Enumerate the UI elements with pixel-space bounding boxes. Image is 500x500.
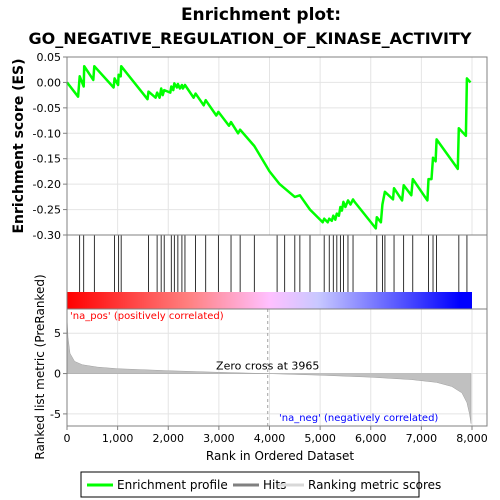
positive-correlation-label: 'na_pos' (positively correlated)	[70, 311, 224, 322]
ranking-metric-area	[66, 317, 472, 424]
es-y-axis-label: Enrichment score (ES)	[11, 58, 27, 233]
es-y-tick-label: 0.05	[37, 51, 62, 64]
x-axis-label: Rank in Ordered Dataset	[206, 449, 354, 463]
legend-metric-label: Ranking metric scores	[308, 478, 441, 492]
legend: Enrichment profile Hits Ranking metric s…	[80, 471, 441, 498]
x-tick-label: 8,000	[456, 432, 488, 445]
x-tick-label: 6,000	[355, 432, 387, 445]
es-y-tick-label: -0.30	[33, 229, 61, 242]
chart-title-line1: Enrichment plot:	[181, 5, 341, 25]
x-tick-label: 0	[64, 432, 71, 445]
legend-hits-label: Hits	[263, 478, 286, 492]
hits-panel	[66, 234, 488, 310]
x-tick-label: 1,000	[102, 432, 134, 445]
chart-title-line2: GO_NEGATIVE_REGULATION_OF_KINASE_ACTIVIT…	[28, 29, 471, 48]
negative-correlation-label: 'na_neg' (negatively correlated)	[279, 413, 438, 424]
zero-cross-label: Zero cross at 3965	[216, 360, 319, 373]
rank-color-bar	[67, 292, 472, 309]
es-y-tick-label: 0.00	[37, 76, 62, 89]
enrichment-profile-line	[66, 64, 472, 230]
x-axis: 0 1,000 2,000 3,000 4,000 5,000 6,000 7,000 8,00…	[64, 426, 488, 445]
metric-y-axis-label: Ranked list metric (PreRanked)	[33, 274, 47, 459]
legend-enrichment-label: Enrichment profile	[117, 478, 228, 492]
metric-y-tick-label: -5	[50, 408, 61, 421]
x-tick-label: 2,000	[153, 432, 185, 445]
es-plot-area	[67, 57, 487, 235]
hit-lines	[79, 235, 468, 292]
x-tick-label: 7,000	[406, 432, 438, 445]
es-y-ticks: 0.05 0.00 -0.05 -0.10 -0.15 -0.20 -0.25 -0.30	[33, 51, 67, 242]
es-y-tick-label: -0.10	[33, 127, 61, 140]
metric-plot-area	[67, 309, 487, 426]
x-tick-label: 5,000	[304, 432, 336, 445]
es-y-tick-label: -0.25	[33, 204, 61, 217]
es-vertical-gridlines	[66, 57, 473, 235]
x-tick-label: 3,000	[203, 432, 235, 445]
es-y-tick-label: -0.05	[33, 102, 61, 115]
x-tick-label: 4,000	[254, 432, 286, 445]
es-gridlines	[67, 56, 487, 236]
es-y-tick-label: -0.20	[33, 178, 61, 191]
es-y-tick-label: -0.15	[33, 153, 61, 166]
metric-y-ticks: 5 0 -5	[50, 327, 67, 421]
metric-panel: Zero cross at 3965 'na_pos' (positively …	[33, 274, 488, 460]
metric-y-tick-label: 5	[54, 327, 61, 340]
es-panel: 0.05 0.00 -0.05 -0.10 -0.15 -0.20 -0.25 -0.30 E…	[11, 51, 488, 242]
metric-y-tick-label: 0	[54, 368, 61, 381]
metric-plot-frame	[66, 308, 488, 427]
